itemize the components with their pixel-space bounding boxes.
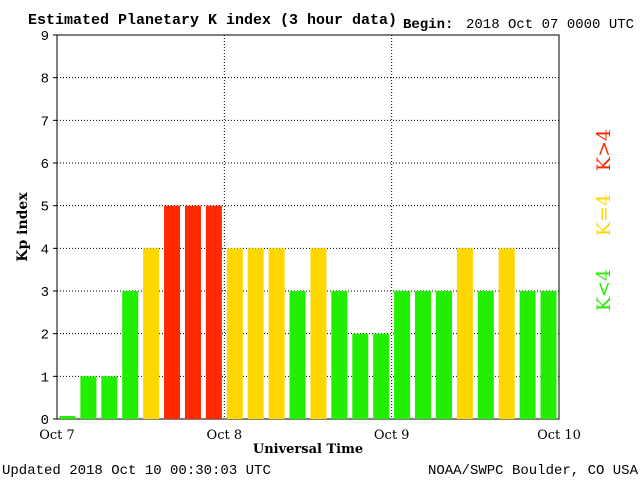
legend-k-greater-4: K>4 [593, 129, 615, 171]
x-tick-label-3: Oct 10 [537, 428, 581, 443]
y-tick-label-1: 1 [41, 370, 49, 386]
kp-bar-18 [435, 291, 452, 419]
kp-bar-19 [456, 248, 473, 419]
updated-timestamp: Updated 2018 Oct 10 00:30:03 UTC [2, 463, 271, 479]
kp-bar-5 [164, 205, 181, 419]
kp-bar-10 [268, 248, 285, 419]
y-tick-label-0: 0 [41, 413, 49, 429]
x-tick-label-2: Oct 9 [374, 428, 410, 443]
y-axis-label: Kp index [15, 192, 31, 262]
chart-title: Estimated Planetary K index (3 hour data… [28, 12, 397, 29]
y-tick-label-6: 6 [41, 157, 49, 173]
kp-bar-21 [498, 248, 515, 419]
grid-lines [57, 35, 559, 419]
x-axis-label: Universal Time [253, 442, 363, 457]
x-tick-label-1: Oct 8 [207, 428, 243, 443]
kp-bar-2 [101, 376, 118, 419]
y-axis-ticks: 0 1 2 3 4 5 6 7 8 9 [41, 29, 57, 429]
y-tick-label-9: 9 [41, 29, 49, 45]
y-tick-label-2: 2 [41, 328, 49, 344]
plot-frame [56, 34, 560, 420]
y-tick-label-3: 3 [41, 285, 49, 301]
kp-bar-6 [184, 205, 201, 419]
y-tick-label-4: 4 [41, 242, 49, 258]
kp-bar-9 [247, 248, 264, 419]
kp-bar-3 [122, 291, 139, 419]
legend-k-equal-4: K=4 [593, 194, 615, 236]
x-tick-label-0: Oct 7 [39, 428, 75, 443]
kp-bar-12 [310, 248, 327, 419]
y-tick-label-5: 5 [41, 200, 49, 216]
kp-bar-16 [394, 291, 411, 419]
kp-bar-11 [289, 291, 306, 419]
kp-bar-20 [477, 291, 494, 419]
kp-bar-8 [226, 248, 243, 419]
source-credit: NOAA/SWPC Boulder, CO USA [428, 463, 639, 479]
kp-bar-14 [352, 333, 369, 419]
kp-bar-17 [415, 291, 432, 419]
kp-bar-7 [205, 205, 222, 419]
kp-bar-4 [143, 248, 160, 419]
y-tick-label-8: 8 [41, 72, 49, 88]
bar-group [59, 205, 557, 419]
legend-k-less-4: K<4 [593, 269, 615, 311]
kp-bar-22 [519, 291, 536, 419]
kp-bar-1 [80, 376, 97, 419]
x-axis-ticks: Oct 7 Oct 8 Oct 9 Oct 10 [39, 428, 581, 443]
kp-bar-15 [373, 333, 390, 419]
kp-bar-23 [540, 291, 557, 419]
y-tick-label-7: 7 [41, 114, 49, 130]
begin-label: Begin: [403, 17, 453, 33]
begin-value: 2018 Oct 07 0000 UTC [466, 17, 634, 33]
kp-bar-0 [59, 416, 76, 419]
kp-bar-13 [331, 291, 348, 419]
